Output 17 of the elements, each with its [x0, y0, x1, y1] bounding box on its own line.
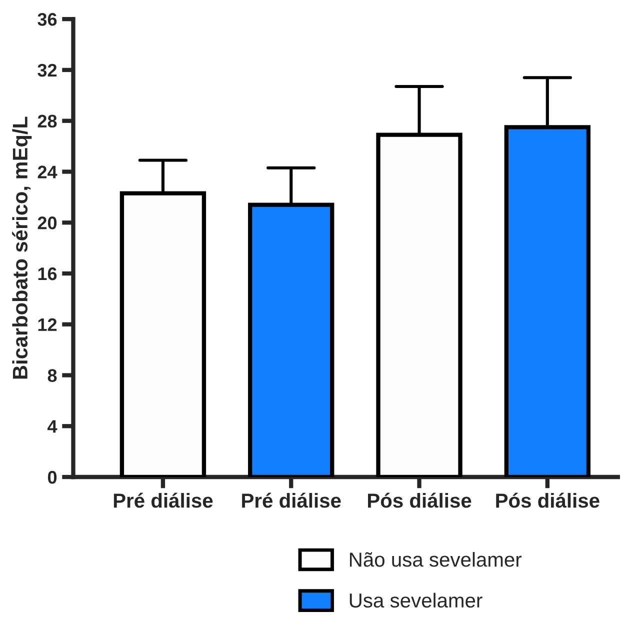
y-tick-label: 32 — [38, 64, 57, 77]
y-tick-label: 8 — [48, 369, 57, 382]
y-tick-label: 20 — [38, 216, 57, 230]
legend-label: Usa sevelamer — [350, 592, 482, 608]
y-tick-label: 28 — [38, 114, 57, 128]
y-tick-label: 12 — [38, 318, 57, 331]
x-tick-label: Pré diálise — [114, 492, 213, 508]
x-tick-label: Pré diálise — [242, 492, 341, 508]
y-tick-label: 24 — [38, 166, 58, 178]
x-tick-label: Pós diálise — [368, 492, 472, 508]
y-tick-label: 36 — [38, 13, 57, 26]
y-tick-label: 4 — [48, 420, 58, 433]
legend-label: Não usa sevelamer — [350, 552, 522, 567]
y-tick-label: 16 — [38, 267, 57, 280]
y-axis-title: Bicarbobato sérico, mEq/L — [12, 116, 32, 379]
x-tick-label: Pós diálise — [496, 492, 600, 508]
y-tick-label: 0 — [48, 470, 57, 484]
